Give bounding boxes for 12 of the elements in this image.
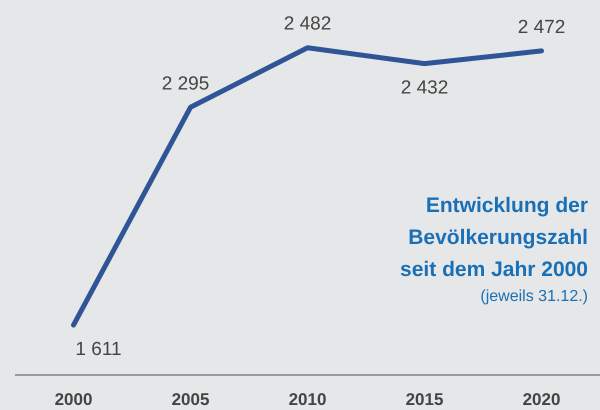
data-label: 2 482	[284, 14, 332, 35]
x-tick-label: 2010	[288, 390, 326, 410]
data-label: 2 432	[400, 78, 448, 99]
x-tick-label: 2005	[172, 390, 210, 410]
x-tick-label: 2020	[522, 390, 560, 410]
data-label: 1 611	[75, 339, 122, 360]
x-tick-label: 2015	[406, 390, 444, 410]
data-label: 2 295	[162, 73, 210, 94]
data-label: 2 472	[518, 16, 566, 38]
text: (jeweils 31.12.)	[479, 288, 588, 306]
x-tick-label: 2000	[54, 390, 92, 410]
text: Entwicklung der Bevölkerungszahl seit dem Jahr 2000	[400, 193, 588, 283]
